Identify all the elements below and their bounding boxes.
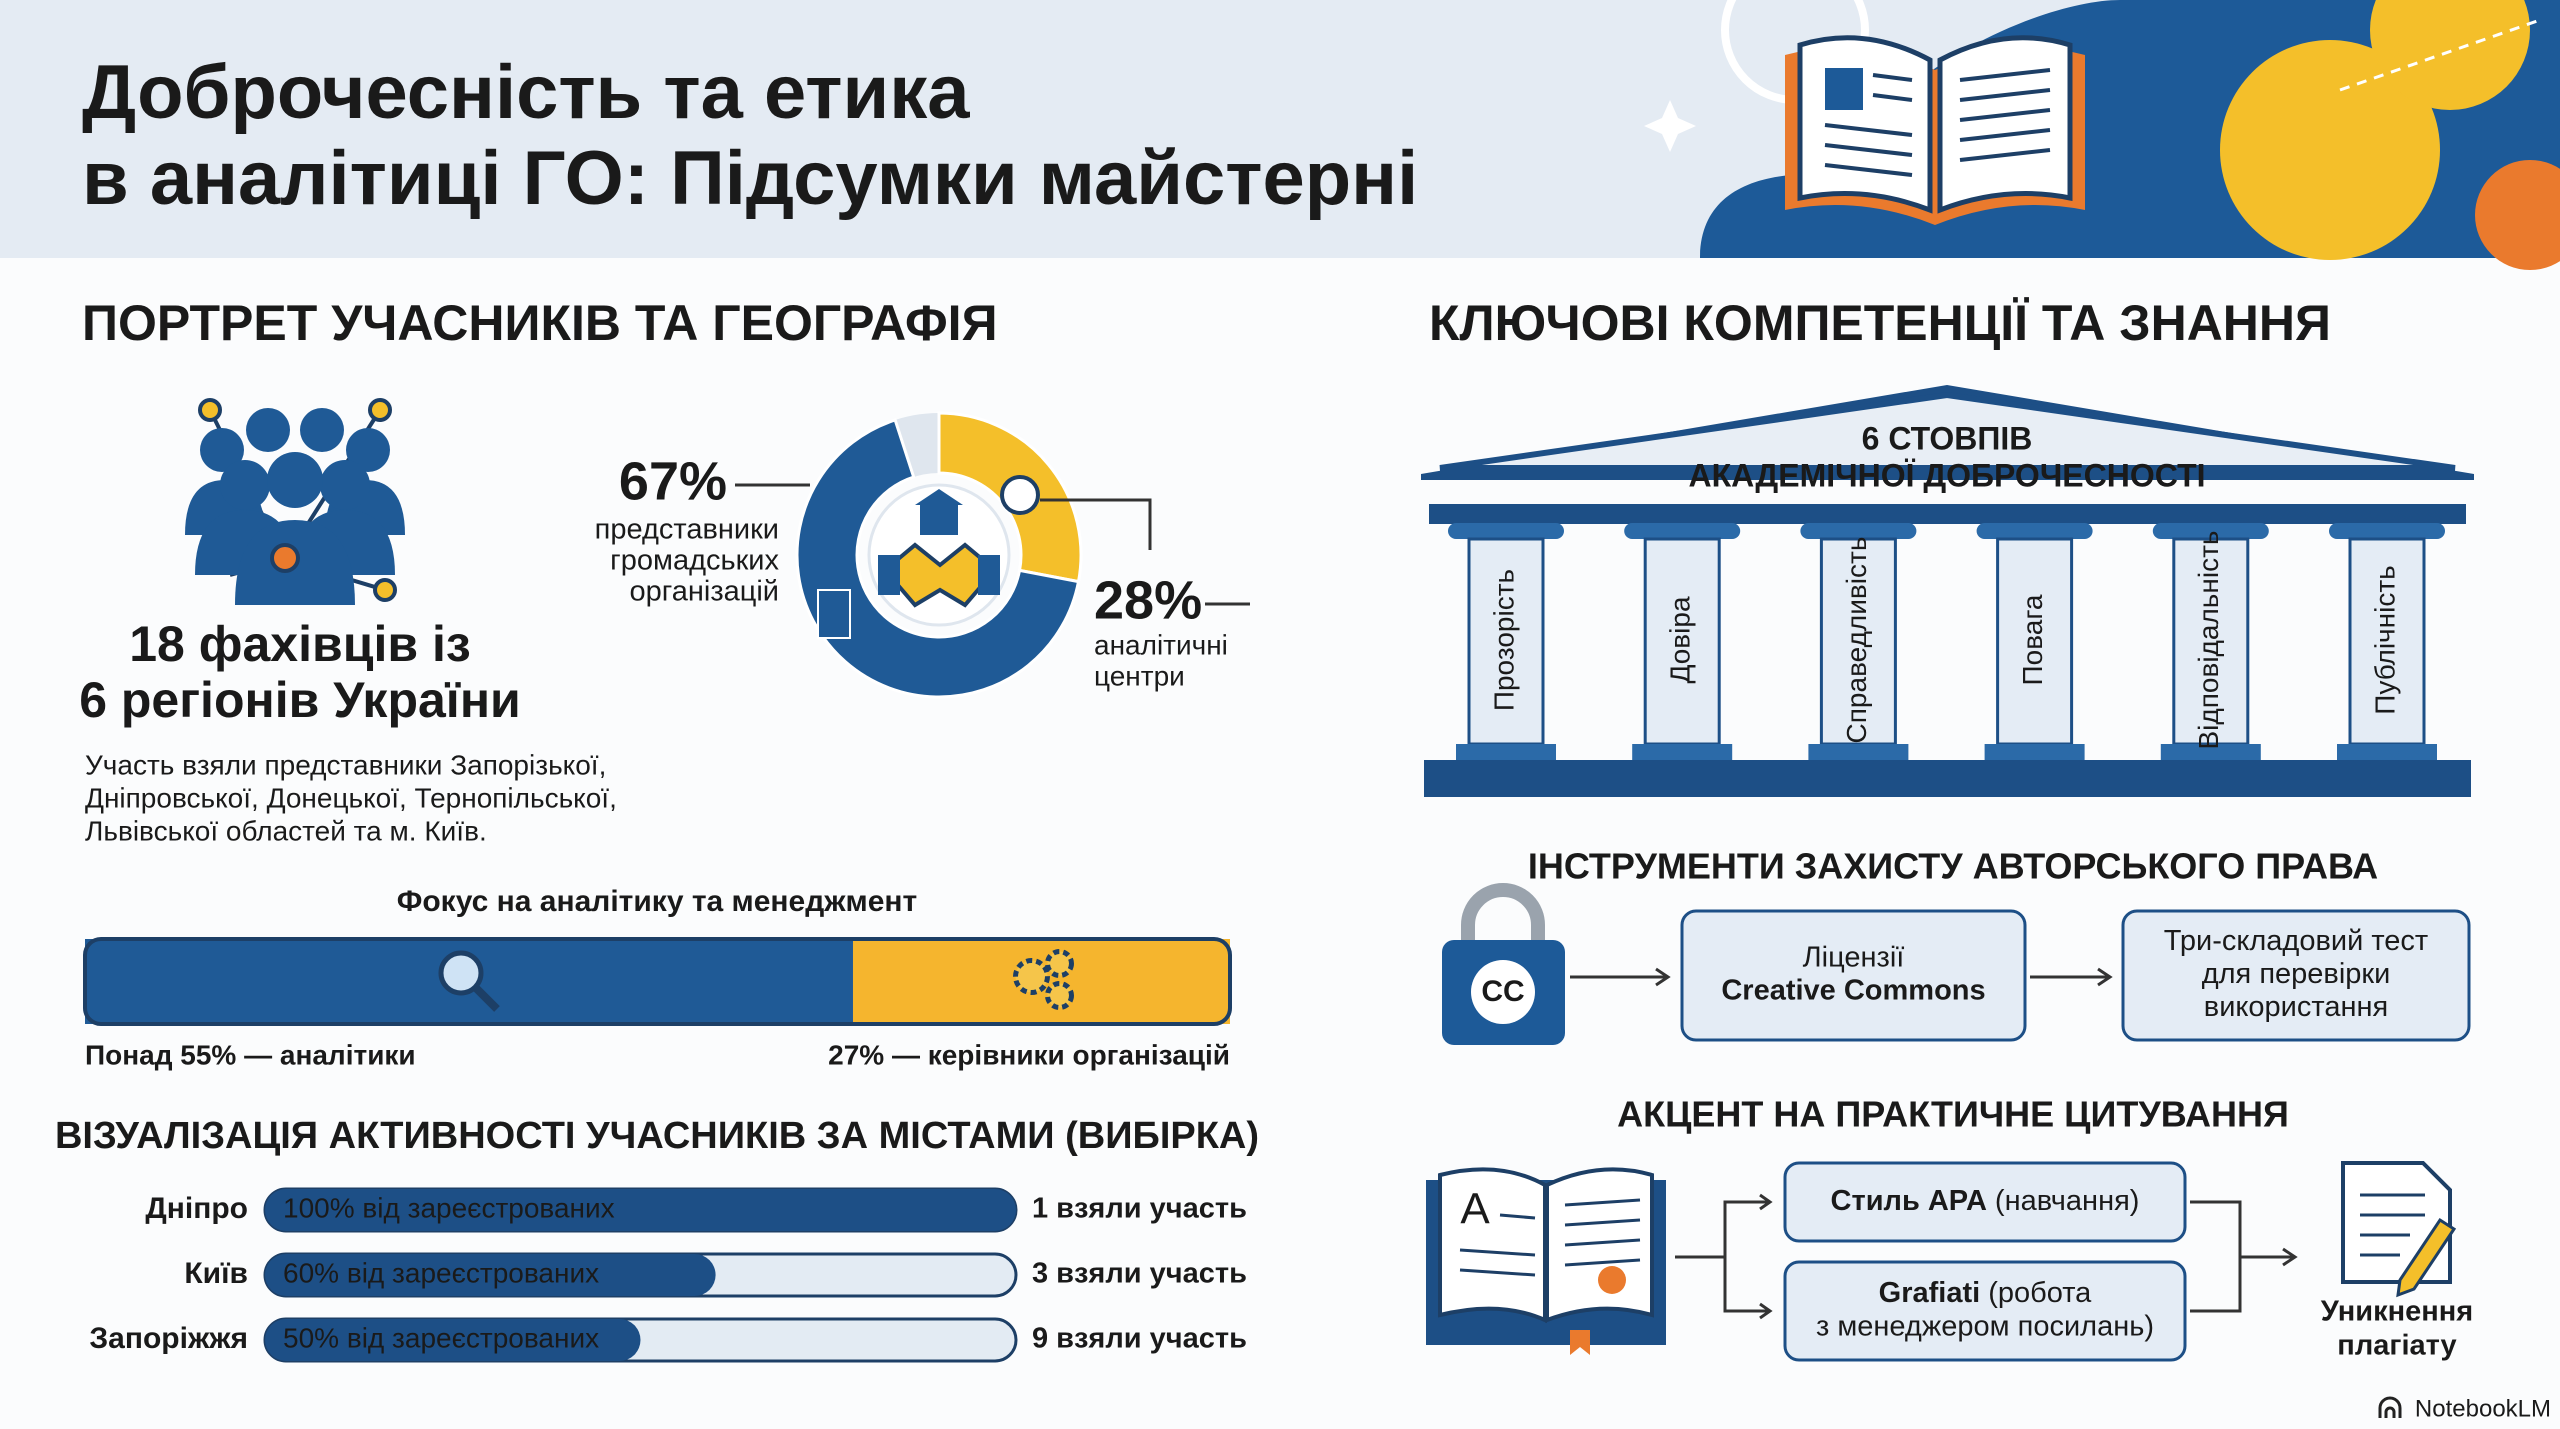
document-icon [2341,1161,2457,1298]
header-decoration [1644,0,2560,270]
leader-line [1040,498,1152,550]
description: Участь взяли представники Запорізької, [85,749,606,780]
pillar-label: Справедливість [1841,537,1872,744]
column-base [1456,744,1556,760]
pillar-label: Довіра [1665,596,1696,684]
result-label: плагіату [2337,1330,2456,1362]
step-text: Три-складовий тест [2164,925,2428,957]
tool-note: (робота [1988,1277,2092,1309]
column-base [1808,744,1909,760]
donut-label: представники [595,514,779,546]
column-shaft [1996,537,2074,746]
pillars-title: 6 СТОВПІВ [1862,420,2033,456]
title: Доброчесність та етика [82,50,970,135]
chart-title: Фокус на аналітику та менеджмент [397,885,918,918]
progress-label: 50% від зареєстрованих [283,1322,599,1353]
tool-name: Grafiati [1879,1277,1981,1309]
column-capital [1976,523,2093,539]
gear-icon [1012,958,1050,995]
temple [1421,385,2474,797]
donut-value: 67% [619,451,727,511]
city-name: Київ [184,1257,248,1290]
bar-label: 27% — керівники організацій [828,1039,1230,1070]
chart-title: ВІЗУАЛІЗАЦІЯ АКТИВНОСТІ УЧАСНИКІВ ЗА МІС… [55,1115,1259,1157]
title: в аналітиці ГО: Підсумки майстерні [82,136,1418,221]
magnifier-icon [438,950,484,996]
column-base [1632,744,1733,760]
tool-box [1783,1161,2187,1243]
tool-text: Grafiati (робота [1879,1277,2093,1309]
section-heading: ПОРТРЕТ УЧАСНИКІВ ТА ГЕОГРАФІЯ [82,295,998,351]
column-shaft [1643,537,1721,746]
city-name: Запоріжжя [89,1322,248,1355]
gear-icon [1044,949,1074,978]
lock-icon [1442,883,1565,1045]
connectors [1570,967,2298,1320]
tool-name: Стиль APA [1831,1185,1987,1217]
attended-label: 9 взяли участь [1032,1323,1247,1355]
book-icon [1426,1167,1666,1355]
column-capital [1448,523,1564,539]
book-letter: A [1460,1185,1490,1234]
progress-bar [265,1189,1016,1231]
progress-label: 100% від зареєстрованих [283,1192,615,1223]
column-base [2337,744,2437,760]
column-capital [2152,523,2269,539]
people-icon [185,398,405,605]
pillar-label: Повага [2017,594,2048,685]
tool-box [1783,1260,2187,1362]
step-text: Creative Commons [1721,975,1985,1007]
pillar-label: Прозорість [1488,569,1519,711]
column-shaft [2348,537,2426,746]
badge: CC [1481,975,1524,1008]
donut-value: 28% [1094,570,1202,630]
column-shaft [2172,537,2250,746]
bar-label: Понад 55% — аналітики [85,1039,416,1070]
donut-center-icon [817,475,1040,639]
brand: NotebookLM [2415,1395,2551,1422]
donut-label: центри [1094,660,1185,691]
subsection-heading: ІНСТРУМЕНТИ ЗАХИСТУ АВТОРСЬКОГО ПРАВА [1528,846,2378,887]
progress-bar [265,1254,716,1296]
step-text: для перевірки [2202,958,2391,990]
column-capital [1624,523,1741,539]
donut-label: організацій [630,576,779,608]
column-capital [1800,523,1917,539]
step-text: використання [2204,991,2388,1023]
subsection-heading: АКЦЕНТ НА ПРАКТИЧНЕ ЦИТУВАННЯ [1617,1094,2289,1135]
brand-logo [2378,1396,2402,1418]
tool-note: з менеджером посилань) [1816,1311,2154,1343]
progress-bar [265,1319,641,1361]
attended-label: 3 взяли участь [1032,1258,1247,1290]
tool-text: Стиль APA (навчання) [1831,1185,2140,1217]
pillar-label: Публічність [2369,565,2400,714]
donut-label: громадських [610,545,779,577]
summary: 6 регіонів України [79,672,521,728]
gear-icon [1044,981,1074,1010]
description: Львівської областей та м. Київ. [85,815,487,846]
result-label: Уникнення [2321,1296,2473,1328]
attended-label: 1 взяли участь [1032,1193,1247,1225]
city-name: Дніпро [145,1192,248,1225]
progress-label: 60% від зареєстрованих [283,1257,599,1288]
column-base [2160,744,2261,760]
section-heading: КЛЮЧОВІ КОМПЕТЕНЦІЇ ТА ЗНАННЯ [1429,295,2331,351]
summary: 18 фахівців із [129,616,471,672]
tool-note: (навчання) [1995,1185,2140,1217]
column-base [1984,744,2085,760]
donut-label: аналітичні [1094,629,1228,660]
column-capital [2329,523,2445,539]
magnifier-icon [472,984,500,1012]
bar-frame [83,937,1232,1026]
step-box [2121,909,2471,1042]
pillar-label: Відповідальність [2193,531,2224,750]
donut-segment [795,418,1081,699]
step-text: Ліцензії [1803,942,1905,974]
step-box [1680,909,2027,1042]
description: Дніпровської, Донецької, Тернопільської, [85,782,617,813]
pillars-title: АКАДЕМІЧНОЇ ДОБРОЧЕСНОСТІ [1688,457,2205,493]
